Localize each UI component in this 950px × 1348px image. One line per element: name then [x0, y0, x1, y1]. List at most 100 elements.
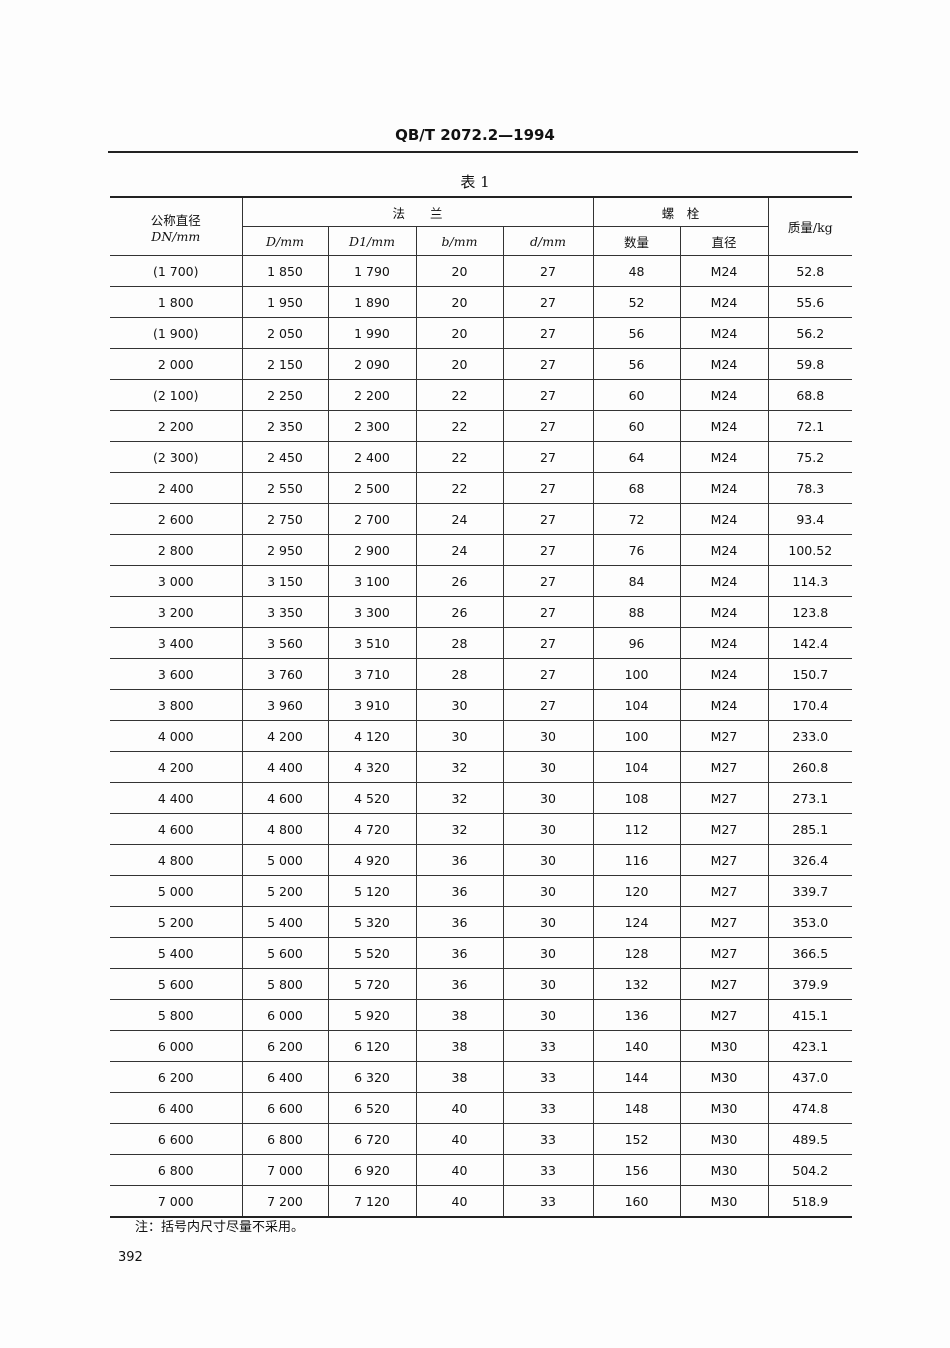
header-D: D/mm — [242, 226, 329, 256]
table-cell: 56.2 — [767, 317, 853, 349]
table-cell: 3 000 — [110, 565, 243, 597]
table-cell: 3 150 — [241, 565, 329, 597]
table-cell: 116 — [592, 844, 681, 876]
table-row: 5 800 6 000 5 920 38 30 136 M27 415.1 — [110, 999, 853, 1031]
table-cell: 415.1 — [767, 999, 853, 1031]
table-cell: 36 — [415, 937, 504, 969]
table-cell: M24 — [679, 441, 769, 473]
table-cell: 6 920 — [327, 1154, 417, 1186]
table-row: 6 600 6 800 6 720 40 33 152 M30 489.5 — [110, 1123, 853, 1155]
table-cell: 36 — [415, 906, 504, 938]
table-cell: 4 320 — [327, 751, 417, 783]
table-cell: 3 200 — [110, 596, 243, 628]
table-cell: M24 — [679, 410, 769, 442]
table-cell: 4 200 — [241, 720, 329, 752]
table-cell: 6 320 — [327, 1061, 417, 1093]
table-cell: 22 — [415, 379, 504, 411]
table-cell: 55.6 — [767, 286, 853, 318]
table-cell: 5 800 — [110, 999, 243, 1031]
table-cell: M27 — [679, 844, 769, 876]
table-cell: 120 — [592, 875, 681, 907]
table-cell: 6 720 — [327, 1123, 417, 1155]
table-cell: 5 200 — [110, 906, 243, 938]
table-cell: 5 120 — [327, 875, 417, 907]
table-cell: 285.1 — [767, 813, 853, 845]
table-cell: 27 — [502, 596, 594, 628]
table-cell: 27 — [502, 286, 594, 318]
table-cell: 40 — [415, 1123, 504, 1155]
table-cell: 27 — [502, 503, 594, 535]
table-cell: 339.7 — [767, 875, 853, 907]
table-row: 3 000 3 150 3 100 26 27 84 M24 114.3 — [110, 565, 853, 597]
table-row: (1 900) 2 050 1 990 20 27 56 M24 56.2 — [110, 317, 853, 349]
table-cell: 30 — [502, 720, 594, 752]
table-cell: (2 300) — [110, 441, 243, 473]
table-cell: 3 100 — [327, 565, 417, 597]
table-cell: 2 050 — [241, 317, 329, 349]
table-cell: 5 800 — [241, 968, 329, 1000]
table-cell: 6 400 — [241, 1061, 329, 1093]
table-cell: M30 — [679, 1185, 769, 1218]
table-cell: 30 — [502, 999, 594, 1031]
table-cell: 7 200 — [241, 1185, 329, 1218]
table-cell: 27 — [502, 410, 594, 442]
table-cell: 114.3 — [767, 565, 853, 597]
table-cell: 28 — [415, 658, 504, 690]
table-cell: 32 — [415, 751, 504, 783]
table-cell: 128 — [592, 937, 681, 969]
table-cell: 84 — [592, 565, 681, 597]
table-row: 4 600 4 800 4 720 32 30 112 M27 285.1 — [110, 813, 853, 845]
table-cell: 72 — [592, 503, 681, 535]
table-cell: 7 000 — [241, 1154, 329, 1186]
table-cell: M24 — [679, 472, 769, 504]
table-cell: 4 520 — [327, 782, 417, 814]
table-cell: 3 560 — [241, 627, 329, 659]
table-cell: M24 — [679, 627, 769, 659]
table-cell: 2 450 — [241, 441, 329, 473]
table-cell: M24 — [679, 286, 769, 318]
table-cell: M24 — [679, 379, 769, 411]
table-row: 2 000 2 150 2 090 20 27 56 M24 59.8 — [110, 348, 853, 380]
table-row: 4 400 4 600 4 520 32 30 108 M27 273.1 — [110, 782, 853, 814]
table-cell: M27 — [679, 782, 769, 814]
table-cell: 170.4 — [767, 689, 853, 721]
table-cell: 27 — [502, 317, 594, 349]
table-cell: M27 — [679, 999, 769, 1031]
table-cell: 2 700 — [327, 503, 417, 535]
table-cell: 104 — [592, 689, 681, 721]
table-cell: M27 — [679, 751, 769, 783]
table-cell: 3 600 — [110, 658, 243, 690]
table-cell: 33 — [502, 1154, 594, 1186]
table-cell: 4 600 — [241, 782, 329, 814]
table-cell: 108 — [592, 782, 681, 814]
table-cell: (1 700) — [110, 255, 243, 287]
table-cell: 27 — [502, 689, 594, 721]
table-cell: 27 — [502, 441, 594, 473]
table-cell: 2 750 — [241, 503, 329, 535]
table-cell: 3 300 — [327, 596, 417, 628]
header-d: d/mm — [502, 226, 594, 256]
table-cell: 36 — [415, 968, 504, 1000]
table-cell: 353.0 — [767, 906, 853, 938]
table-caption: 表 1 — [460, 173, 490, 191]
table-row: 7 000 7 200 7 120 40 33 160 M30 518.9 — [110, 1185, 853, 1218]
table-cell: 40 — [415, 1092, 504, 1124]
table-cell: 100.52 — [767, 534, 853, 566]
table-cell: 1 950 — [241, 286, 329, 318]
table-cell: 1 850 — [241, 255, 329, 287]
table-cell: 32 — [415, 813, 504, 845]
table-cell: 504.2 — [767, 1154, 853, 1186]
table-row: 5 200 5 400 5 320 36 30 124 M27 353.0 — [110, 906, 853, 938]
table-row: 5 000 5 200 5 120 36 30 120 M27 339.7 — [110, 875, 853, 907]
table-cell: 6 120 — [327, 1030, 417, 1062]
table-row: 4 200 4 400 4 320 32 30 104 M27 260.8 — [110, 751, 853, 783]
table-cell: 273.1 — [767, 782, 853, 814]
table-cell: 437.0 — [767, 1061, 853, 1093]
table-cell: 33 — [502, 1185, 594, 1218]
table-cell: 5 400 — [241, 906, 329, 938]
table-row: 2 200 2 350 2 300 22 27 60 M24 72.1 — [110, 410, 853, 442]
table-cell: 3 350 — [241, 596, 329, 628]
table-cell: 2 350 — [241, 410, 329, 442]
table-cell: 88 — [592, 596, 681, 628]
table-cell: 326.4 — [767, 844, 853, 876]
